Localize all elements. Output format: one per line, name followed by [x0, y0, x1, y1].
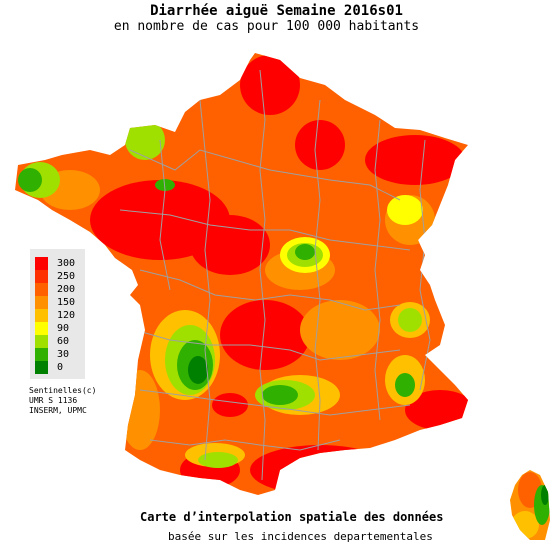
legend-swatch: [35, 296, 48, 309]
legend-item: 200: [35, 283, 85, 296]
footer-subtitle: basée sur les incidences departementales: [168, 530, 433, 543]
legend-item: 250: [35, 270, 85, 283]
legend-swatch: [35, 257, 48, 270]
legend-swatch: [35, 322, 48, 335]
legend-swatch: [35, 283, 48, 296]
legend-label: 90: [57, 323, 70, 334]
legend: 300 250 200 150 120 90 60 30 0: [30, 249, 85, 379]
legend-swatch: [35, 335, 48, 348]
legend-item: 300: [35, 257, 85, 270]
legend-label: 250: [57, 271, 76, 282]
credit-line-2: UMR S 1136: [29, 396, 78, 405]
legend-label: 0: [57, 362, 64, 373]
credit-line-3: INSERM, UPMC: [29, 406, 87, 415]
legend-swatch: [35, 361, 48, 374]
legend-item: 0: [35, 361, 85, 374]
credit-line-1: Sentinelles(c): [29, 386, 97, 395]
legend-swatch: [35, 270, 48, 283]
footer-title: Carte d’interpolation spatiale des donné…: [140, 510, 444, 524]
legend-item: 30: [35, 348, 85, 361]
legend-label: 150: [57, 297, 76, 308]
legend-swatch: [35, 309, 48, 322]
map-title: Diarrhée aiguë Semaine 2016s01: [150, 3, 403, 19]
map-subtitle: en nombre de cas pour 100 000 habitants: [113, 19, 420, 34]
corsica-heatmap: [510, 470, 550, 540]
legend-item: 60: [35, 335, 85, 348]
legend-swatch: [35, 348, 48, 361]
legend-label: 30: [57, 349, 70, 360]
legend-label: 300: [57, 258, 76, 269]
legend-item: 150: [35, 296, 85, 309]
legend-item: 120: [35, 309, 85, 322]
legend-label: 60: [57, 336, 70, 347]
legend-label: 200: [57, 284, 76, 295]
legend-label: 120: [57, 310, 76, 321]
legend-item: 90: [35, 322, 85, 335]
